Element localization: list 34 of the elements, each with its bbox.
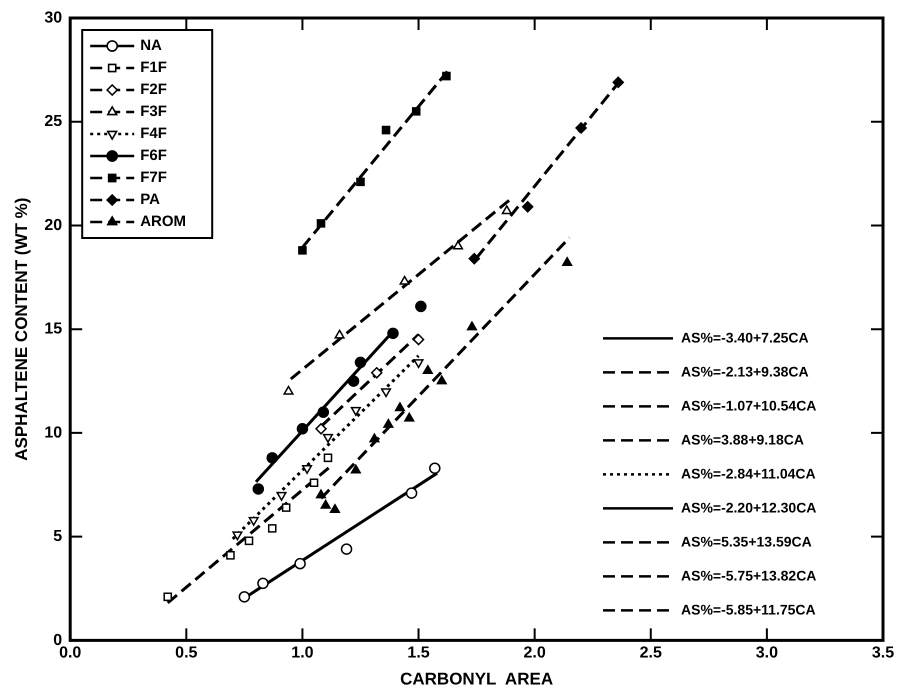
legend-label: F4F [140,125,167,142]
legend-label: AS%=-2.84+11.04CA [681,465,816,482]
x-tick-label: 1.5 [407,644,430,662]
legend-label: F3F [140,103,167,120]
legend-label: AS%=-5.75+13.82CA [681,567,816,584]
y-tick-label: 10 [44,424,62,442]
x-tick-label: 0.5 [175,644,198,662]
legend-label: F6F [140,147,167,164]
y-tick-label: 30 [44,9,62,26]
y-tick-label: 25 [44,113,62,130]
legend-label: AS%=-5.85+11.75CA [681,601,816,618]
legend-label: F2F [140,81,167,98]
legend-label: AS%=3.88+9.18CA [681,431,804,448]
y-tick-label: 20 [44,216,62,234]
y-axis-title: ASPHALTENE CONTENT (WT %) [12,198,31,461]
x-tick-label: 1.0 [291,644,314,662]
y-tick-label: 5 [53,528,62,546]
legend-label: PA [140,191,160,208]
x-tick-label: 0.0 [59,644,82,662]
x-tick-label: 2.5 [640,644,662,662]
legend-label: AS%=-2.13+9.38CA [681,363,809,380]
legend-label: AS%=-2.20+12.30CA [681,499,816,516]
x-tick-label: 3.5 [872,644,894,662]
legend-label: NA [140,37,162,54]
x-axis-title: CARBONYL AREA [400,669,554,688]
legend-label: F1F [140,59,167,76]
legend-label: F7F [140,169,167,186]
legend-label: AS%=-1.07+10.54CA [681,397,816,414]
x-tick-label: 3.0 [756,644,778,662]
legend-label: AS%=5.35+13.59CA [681,533,812,550]
y-tick-label: 15 [44,320,62,338]
legend-label: AS%=-3.40+7.25CA [681,329,809,346]
x-tick-label: 2.0 [524,644,546,662]
legend-label: AROM [140,213,186,230]
